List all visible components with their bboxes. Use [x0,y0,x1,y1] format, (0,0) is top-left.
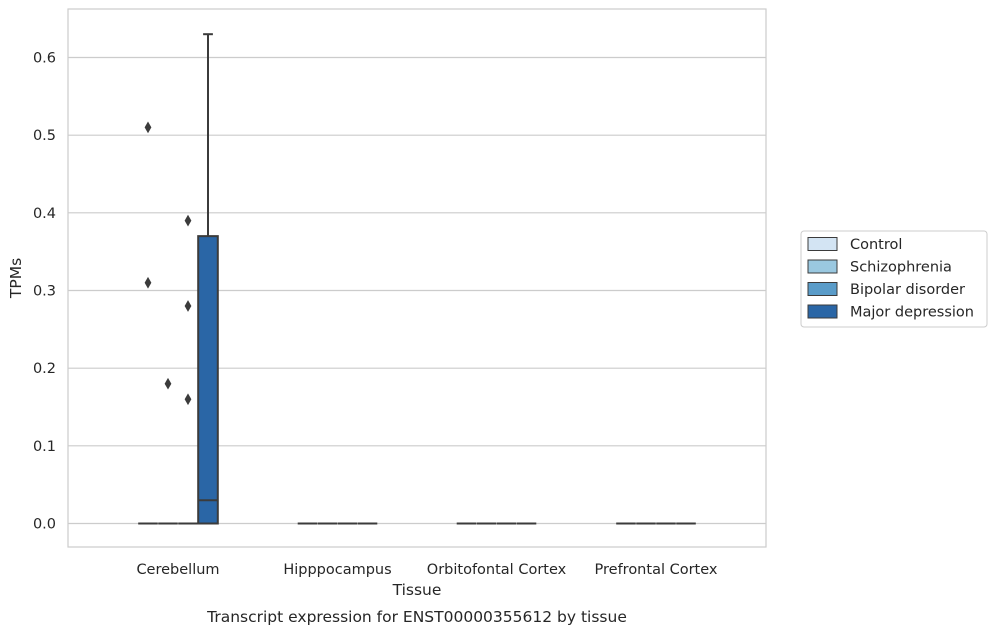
box [197,33,219,525]
x-tick-label: Prefrontal Cortex [595,562,718,578]
legend-frame [800,230,988,328]
legend-swatch [807,304,838,319]
y-tick-label: 0.0 [33,517,56,533]
legend-label: Major depression [850,305,974,321]
series-schizophrenia [158,377,656,525]
y-tick-label: 0.6 [33,51,56,67]
outlier-point [184,214,192,227]
legend-items: Control Schizophrenia Bipolar disorder Majo… [807,237,974,321]
x-tick-label: Cerebellum [136,562,219,578]
x-axis-ticks: Cerebellum Hipppocampus Orbitofontal Corte… [136,562,717,578]
y-tick-label: 0.5 [33,128,56,144]
series-major-depression [197,33,696,525]
x-axis-label: Tissue [392,581,442,599]
legend-item: Schizophrenia [807,259,952,276]
y-axis-ticks: 0.0 0.1 0.2 0.3 0.4 0.5 0.6 [33,51,56,533]
legend-swatch [807,259,838,274]
y-tick-label: 0.3 [33,284,56,300]
legend-swatch [807,282,838,296]
legend-label: Bipolar disorder [850,282,965,298]
chart-caption: Transcript expression for ENST0000035561… [206,608,627,626]
legend-swatch [807,237,838,251]
box-body [197,235,219,525]
y-tick-label: 0.2 [33,361,56,377]
outlier-point [184,393,192,406]
series-bipolar-disorder [178,214,676,525]
legend: Control Schizophrenia Bipolar disorder Majo… [800,230,988,328]
legend-item: Major depression [807,304,974,321]
box [158,377,178,525]
y-tick-label: 0.1 [33,439,56,455]
y-axis-label: TPMs [7,258,25,299]
outlier-point [184,300,192,312]
box-series [138,33,696,525]
box [138,121,158,525]
y-tick-label: 0.4 [33,206,56,222]
outlier-point [144,121,152,134]
legend-item: Bipolar disorder [807,282,965,298]
series-control [138,121,636,525]
x-tick-label: Orbitofontal Cortex [427,562,567,578]
legend-label: Control [850,237,902,253]
grid-lines [68,56,766,525]
legend-label: Schizophrenia [850,260,952,276]
x-tick-label: Hipppocampus [283,562,391,578]
legend-item: Control [807,237,902,253]
plot-frame [67,8,767,548]
box [178,214,198,525]
outlier-point [164,377,172,390]
outlier-point [144,276,152,289]
